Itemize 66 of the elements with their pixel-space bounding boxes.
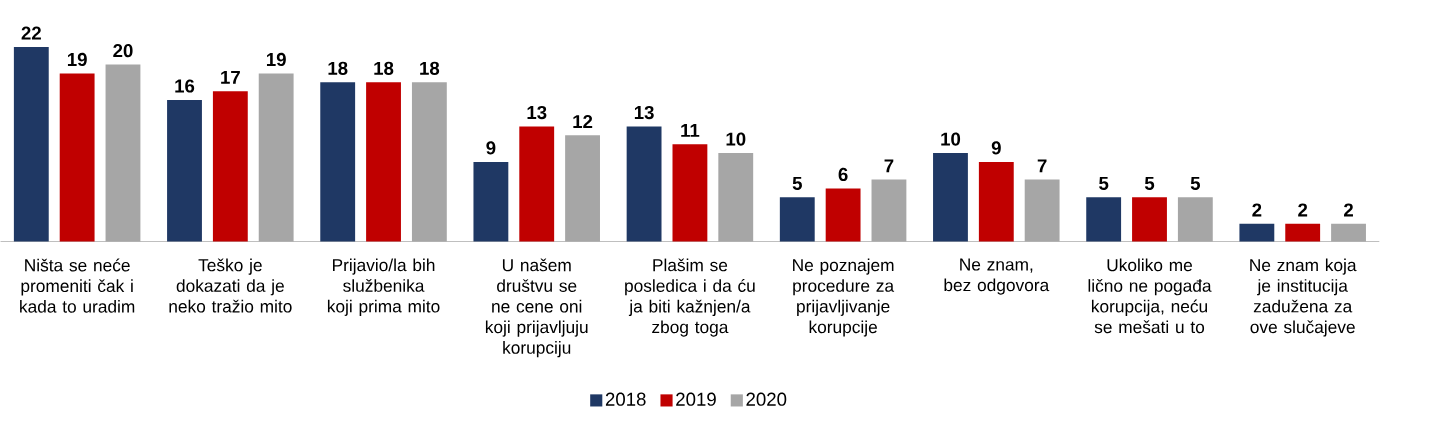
bar [411, 82, 447, 242]
legend-label: 2020 [746, 392, 787, 406]
data-label: 19 [266, 52, 286, 66]
bar [933, 152, 968, 242]
data-label: 13 [527, 105, 547, 119]
data-label: 5 [1099, 176, 1109, 190]
bar [366, 82, 401, 242]
bar [1177, 197, 1213, 242]
bar [258, 73, 294, 242]
data-label: 10 [941, 132, 961, 146]
legend-label: 2019 [676, 392, 716, 406]
bar [779, 197, 815, 242]
x-tick-label: Ne poznajem procedure za prijavljivanje korupcije [793, 258, 895, 337]
bar [565, 135, 600, 242]
x-tick-label: U našem društvu se ne cene oni koji prijavljuju korupciju [485, 258, 588, 358]
bar [825, 188, 861, 242]
bar [59, 73, 95, 242]
data-label: 7 [1037, 159, 1047, 173]
data-label: 19 [67, 52, 87, 66]
bar [626, 126, 662, 242]
bar [105, 64, 141, 242]
bar [167, 99, 202, 242]
bar [519, 126, 555, 242]
bar [1331, 223, 1366, 242]
data-label: 17 [221, 70, 240, 84]
data-label: 5 [1190, 176, 1201, 190]
bar [1239, 223, 1275, 242]
bar [212, 90, 248, 242]
data-label: 18 [420, 61, 440, 75]
bar [1086, 197, 1122, 242]
data-label: 2 [1252, 203, 1262, 217]
data-label: 20 [113, 43, 133, 58]
x-tick-label: Prijavio/la bih službenika koji prima mito [327, 258, 440, 316]
data-label: 6 [838, 167, 848, 181]
bar [1132, 197, 1167, 242]
bar [13, 46, 49, 242]
x-tick-label: Ne znam, bez odgovora [944, 258, 1050, 295]
x-tick-label: Plašim se posledica i da ću ja biti kažnjen/a zbog toga [625, 258, 755, 337]
bar [978, 161, 1014, 242]
bar [718, 152, 754, 242]
data-label: 2 [1343, 203, 1353, 217]
data-label: 12 [573, 114, 593, 128]
x-tick-label: Ukoliko me lično ne pogađa korupcija, neću se mešati u to [1088, 258, 1212, 333]
legend-label: 2018 [605, 392, 646, 406]
x-tick-label: Ništa se neće promeniti čak i kada to uradim [20, 258, 135, 313]
data-label: 11 [681, 123, 700, 137]
bar [1024, 179, 1060, 242]
data-label: 7 [884, 159, 894, 173]
data-label: 9 [486, 141, 496, 155]
data-label: 18 [328, 61, 348, 75]
bar [320, 82, 356, 242]
data-label: 22 [21, 26, 41, 40]
data-label: 10 [726, 132, 746, 146]
bar [871, 179, 907, 242]
data-label: 9 [991, 141, 1001, 155]
x-tick-label: Ne znam koja je institucija zadužena za ove slučajeve [1250, 258, 1357, 337]
data-label: 5 [792, 176, 802, 190]
bar [672, 144, 708, 242]
data-label: 16 [175, 79, 195, 93]
data-label: 5 [1144, 176, 1155, 190]
x-tick-label: Teško je dokazati da je neko tražio mito [169, 258, 292, 313]
data-label: 2 [1298, 203, 1308, 217]
data-label: 13 [634, 105, 654, 119]
bar [473, 161, 509, 242]
data-label: 18 [374, 61, 394, 75]
bar [1285, 223, 1321, 242]
